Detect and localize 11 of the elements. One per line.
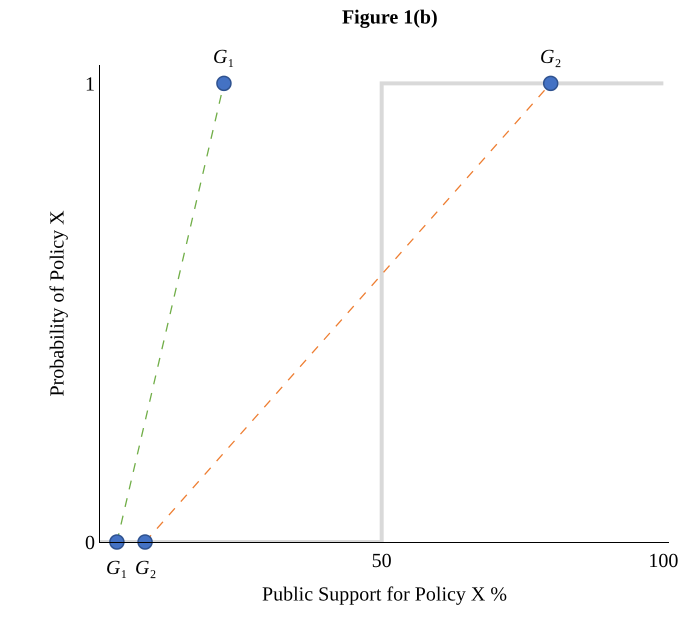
annotation: G₁ <box>213 46 234 68</box>
y-tick-label: 1 <box>85 73 95 96</box>
chart-title: Figure 1(b) <box>342 6 438 28</box>
annotation: G₂ <box>540 46 562 68</box>
x-tick-label: 50 <box>372 550 392 572</box>
x-tick-label: 100 <box>648 550 678 572</box>
x-axis-title: Public Support for Policy X % <box>262 584 507 606</box>
y-axis-title: Probability of Policy X <box>46 210 68 397</box>
annotation: G₁ <box>106 557 128 579</box>
y-tick-label: 0 <box>85 532 95 554</box>
annotation: G₂ <box>135 557 156 579</box>
